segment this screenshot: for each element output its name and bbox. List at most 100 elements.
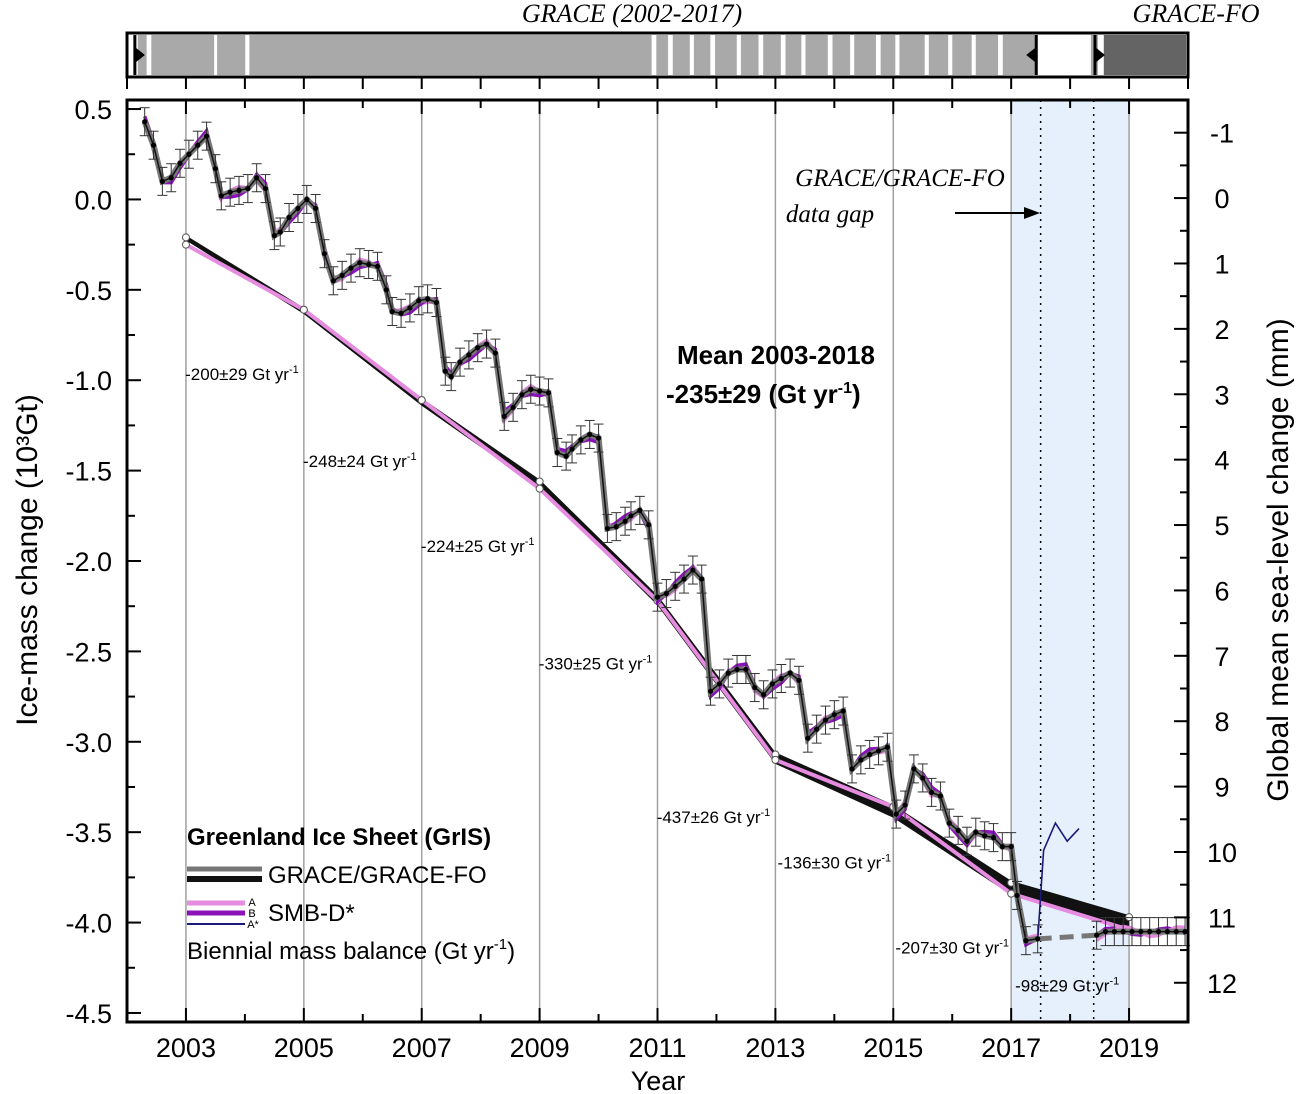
grace-point [867, 751, 873, 758]
timeline-arrow-icon [134, 47, 145, 63]
grace-point [840, 708, 846, 714]
grace-point [875, 748, 882, 754]
grace-point [313, 205, 319, 212]
grace-point [383, 287, 389, 293]
gap-dashed-connector [1037, 932, 1097, 942]
grace-point [1023, 938, 1029, 944]
grace-point [466, 352, 472, 358]
grace-point [186, 151, 192, 157]
y-tick-label-right: 10 [1207, 838, 1237, 868]
y-tick-label-left: -4.5 [65, 999, 112, 1029]
grace-point [277, 229, 283, 235]
mean-label-value: -235±29 (Gt yr [666, 379, 838, 409]
grace-point [1120, 929, 1126, 935]
y-tick-label-left: 0.5 [74, 95, 112, 125]
rate-value: -98±29 Gt yr [1015, 976, 1110, 995]
legend-biennial-text: Biennial mass balance (Gt yr [187, 938, 494, 965]
grace-point [398, 310, 404, 316]
grace-point [304, 196, 310, 203]
grace-point [699, 576, 705, 582]
y-tick-label-right: 2 [1214, 315, 1229, 345]
rate-sup: -1 [525, 536, 535, 548]
grace-point [796, 677, 802, 683]
rate-annotation: -224±25 Gt yr-1 [421, 536, 535, 556]
grace-point [1129, 929, 1135, 935]
grace-point [366, 261, 372, 268]
rate-annotation: -207±30 Gt yr-1 [895, 937, 1009, 957]
timeline-block [854, 35, 876, 75]
grace-point [286, 214, 292, 221]
grace-point [628, 513, 634, 519]
x-tick-label: 2017 [981, 1033, 1041, 1063]
grace-point [1164, 929, 1170, 935]
grace-point [578, 437, 584, 443]
grace-point [142, 119, 148, 125]
timeline-block [672, 35, 690, 75]
gap-region [1011, 100, 1130, 1022]
grace-mission-label: GRACE (2002-2017) [522, 0, 742, 28]
timeline-block [899, 35, 925, 75]
grace-point [928, 789, 935, 796]
y-tick-label-right: 0 [1214, 184, 1229, 214]
gracefo-block [1103, 35, 1186, 75]
grace-point [339, 272, 345, 278]
rate-sup: -1 [999, 937, 1009, 949]
grace-point [982, 833, 988, 839]
legend-biennial-sup: -1 [494, 936, 507, 953]
grace-point [168, 175, 174, 181]
grace-point [510, 404, 516, 410]
y-tick-label-right: 11 [1208, 903, 1236, 933]
grace-point [262, 185, 269, 192]
grace-point [990, 835, 997, 841]
rate-sup: -1 [643, 653, 653, 665]
grace-point [663, 590, 669, 597]
grace-point [195, 142, 201, 148]
biennial-grace-point [181, 233, 190, 242]
rate-sup: -1 [761, 807, 771, 819]
x-tick-label: 2015 [863, 1033, 923, 1063]
biennial-smb-point [771, 755, 780, 764]
grace-point [814, 726, 820, 732]
grace-point [769, 681, 776, 687]
y-tick-label-right: -1 [1210, 119, 1234, 149]
grace-point [425, 296, 431, 302]
grace-point [457, 359, 463, 365]
grace-point [849, 766, 855, 772]
x-axis-title: Year [631, 1066, 686, 1094]
y-tick-label-right: 8 [1214, 707, 1229, 737]
timeline-block [151, 35, 215, 75]
gap-arrow [955, 207, 1040, 219]
timeline-block [656, 35, 669, 75]
rate-annotation: -136±30 Gt yr-1 [778, 852, 892, 872]
grace-point [1138, 929, 1144, 935]
grace-point [321, 251, 328, 257]
grace-point [955, 827, 961, 833]
grace-point [357, 260, 363, 266]
rate-value: -200±29 Gt yr [185, 365, 289, 384]
rate-annotation: -330±25 Gt yr-1 [539, 653, 653, 673]
timeline-block [832, 35, 851, 75]
x-tick-label: 2009 [510, 1033, 570, 1063]
rate-value: -437±26 Gt yr [657, 808, 761, 827]
grace-point [492, 350, 499, 356]
gracefo-mission-label: GRACE-FO [1132, 0, 1259, 28]
x-tick-label: 2013 [745, 1033, 805, 1063]
y-axis-title-right: Global mean sea-level change (mm) [1262, 318, 1295, 802]
grace-point [690, 567, 696, 573]
grace-point [1008, 844, 1014, 850]
legend-smb-letter-astar: A* [247, 919, 259, 931]
grace-point [236, 187, 242, 193]
timeline-block [249, 35, 652, 75]
legend-smb-swatch [187, 900, 245, 925]
grace-point [563, 453, 569, 459]
rate-value: -136±30 Gt yr [778, 853, 882, 872]
grace-point [604, 525, 610, 532]
grace-point [159, 178, 165, 184]
grace-point [595, 435, 602, 441]
y-tick-label-right: 1 [1214, 249, 1229, 279]
rate-value: -224±25 Gt yr [421, 537, 525, 556]
grace-point [501, 413, 507, 419]
x-tick-label: 2007 [392, 1033, 452, 1063]
y-tick-label-left: -4.0 [65, 909, 112, 939]
